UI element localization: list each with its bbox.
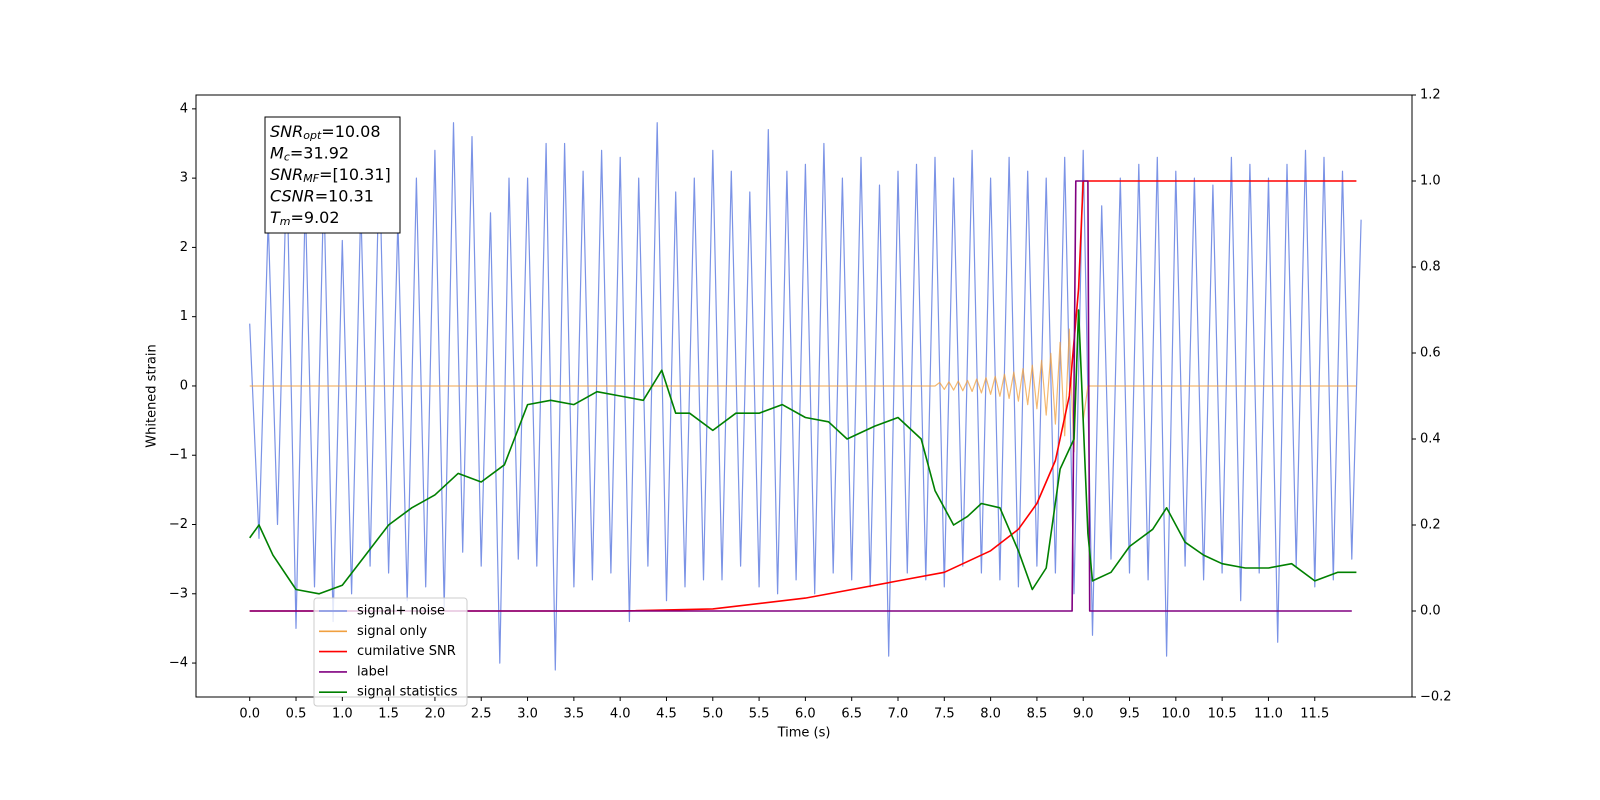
y-tick-label: −4 — [169, 656, 188, 671]
x-tick-label: 1.5 — [378, 707, 399, 722]
x-tick-label: 4.0 — [610, 707, 631, 722]
legend-label: signal only — [357, 624, 427, 639]
x-tick-label: 8.0 — [980, 707, 1001, 722]
annotation-symbol: T — [270, 208, 281, 227]
axes-frame — [195, 94, 1413, 698]
series-line — [249, 309, 1357, 453]
x-tick-label: 2.5 — [471, 707, 492, 722]
series-line — [249, 180, 1357, 612]
x-tick-label: 5.0 — [702, 707, 723, 722]
annotation-value: =[10.31] — [319, 165, 391, 184]
y-tick-label: −3 — [169, 586, 188, 601]
annotation-symbol: CSNR — [270, 186, 315, 205]
annotation-value: =10.31 — [315, 186, 374, 205]
series-line — [249, 122, 1362, 671]
annotation-line: SNRopt=10.08 — [270, 122, 381, 143]
x-tick-label: 0.0 — [239, 707, 260, 722]
annotation-frame — [264, 116, 401, 234]
annotation-line: Tm=9.02 — [270, 208, 340, 229]
y-axis-label: Whitened strain — [145, 344, 160, 447]
annotation-symbol: SNR — [270, 165, 303, 184]
x-tick-label: 5.5 — [749, 707, 770, 722]
y2-tick-label: 0.2 — [1420, 518, 1441, 533]
annotation-value: =31.92 — [290, 143, 349, 162]
annotation-line: CSNR=10.31 — [270, 186, 374, 205]
annotation-box: SNRopt=10.08Mc=31.92SNRMF=[10.31]CSNR=10… — [264, 116, 401, 234]
plot-area — [249, 122, 1362, 671]
legend-label: signal statistics — [357, 685, 458, 700]
y2-tick-label: 1.2 — [1420, 88, 1441, 103]
y2-tick-label: 0.0 — [1420, 604, 1441, 619]
x-tick-label: 3.5 — [564, 707, 585, 722]
x-tick-label: 6.0 — [795, 707, 816, 722]
legend-frame — [313, 597, 468, 707]
y-tick-label: −2 — [169, 517, 188, 532]
x-tick-label: 6.5 — [841, 707, 862, 722]
annotation-symbol: SNR — [270, 122, 303, 141]
annotation-subscript: opt — [303, 129, 322, 142]
x-tick-label: 0.5 — [286, 707, 307, 722]
x-tick-label: 7.0 — [888, 707, 909, 722]
legend-label: cumilative SNR — [357, 644, 456, 659]
legend: signal+ noise signal only cumilative SNR la… — [313, 597, 468, 707]
x-tick-label: 7.5 — [934, 707, 955, 722]
annotation-value: =10.08 — [321, 122, 380, 141]
annotation-line: Mc=31.92 — [270, 143, 349, 164]
x-tick-label: 10.5 — [1208, 707, 1237, 722]
y-tick-label: −1 — [169, 448, 188, 463]
x-tick-label: 4.5 — [656, 707, 677, 722]
x-tick-label: 11.0 — [1254, 707, 1283, 722]
y2-tick-label: −0.2 — [1420, 690, 1452, 705]
annotation-subscript: c — [284, 151, 290, 164]
y-tick-label: 2 — [180, 240, 188, 255]
x-tick-label: 9.5 — [1119, 707, 1140, 722]
x-tick-label: 1.0 — [332, 707, 353, 722]
legend-label: signal+ noise — [357, 604, 445, 619]
y-tick-label: 4 — [180, 101, 188, 116]
series-line — [249, 180, 1352, 612]
x-tick-label: 9.0 — [1073, 707, 1094, 722]
x-tick-label: 8.5 — [1027, 707, 1048, 722]
y2-tick-label: 0.4 — [1420, 432, 1441, 447]
x-tick-label: 3.0 — [517, 707, 538, 722]
legend-label: label — [357, 664, 388, 679]
annotation-subscript: m — [280, 215, 291, 228]
x-tick-label: 10.0 — [1161, 707, 1190, 722]
annotation-subscript: MF — [303, 172, 319, 185]
annotation-value: =9.02 — [291, 208, 340, 227]
y-tick-label: 3 — [180, 171, 188, 186]
series-line — [249, 309, 1357, 595]
y2-tick-label: 0.6 — [1420, 346, 1441, 361]
x-tick-label: 11.5 — [1300, 707, 1329, 722]
y-tick-label: 1 — [180, 309, 188, 324]
annotation-symbol: M — [270, 143, 284, 162]
annotation-line: SNRMF=[10.31] — [270, 165, 391, 186]
y2-tick-label: 0.8 — [1420, 260, 1441, 275]
y-tick-label: 0 — [180, 378, 188, 393]
y2-tick-label: 1.0 — [1420, 174, 1441, 189]
x-axis-label: Time (s) — [777, 726, 831, 741]
x-tick-label: 2.0 — [425, 707, 446, 722]
